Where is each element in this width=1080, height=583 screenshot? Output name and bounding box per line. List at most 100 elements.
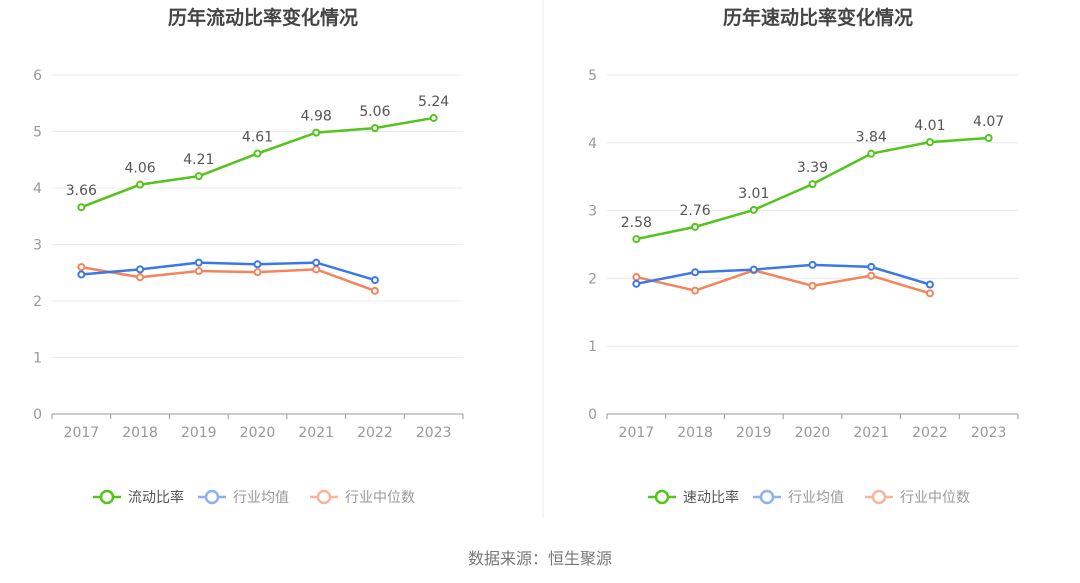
legend-item-2[interactable]: 行业中位数 [865,489,970,506]
data-point[interactable] [925,289,934,298]
chart-title: 历年流动比率变化情况 [168,6,358,29]
legend-label: 行业中位数 [900,490,970,506]
x-tick-label: 2020 [240,425,276,441]
legend-circle-icon [99,489,115,505]
data-point[interactable] [867,271,876,280]
y-tick-label: 3 [588,204,597,220]
x-tick-label: 2018 [677,425,713,441]
data-label: 2.58 [621,215,652,231]
series-line-1 [81,261,376,282]
x-tick-label: 2023 [971,425,1007,441]
data-point[interactable] [749,265,758,274]
series-line-0 [636,136,989,241]
data-point[interactable] [136,273,145,282]
y-tick-label: 0 [33,407,42,423]
data-point[interactable] [370,124,379,133]
data-point[interactable] [312,258,321,267]
data-point[interactable] [749,205,758,214]
y-tick-label: 2 [588,271,597,287]
y-tick-label: 4 [33,181,42,197]
legend-label: 行业均值 [233,490,289,506]
data-point[interactable] [925,138,934,147]
legend-circle-icon [759,489,775,505]
data-point[interactable] [691,222,700,231]
data-label: 4.01 [914,118,945,134]
x-tick-label: 2019 [736,425,772,441]
legend-item-0[interactable]: 流动比率 [93,489,184,506]
y-tick-label: 5 [33,125,42,141]
data-point[interactable] [691,286,700,295]
chart-2: 历年速动比率变化情况 0 1 2 3 4 5 2017 2018 2019 2020 2021 2022… [588,6,1019,506]
data-point[interactable] [77,270,86,279]
data-point[interactable] [867,149,876,158]
y-tick-label: 2 [33,294,42,310]
x-tick-label: 2018 [122,425,158,441]
data-label: 3.66 [66,183,97,199]
series-line-2 [81,265,376,293]
data-point[interactable] [632,235,641,244]
data-point[interactable] [370,276,379,285]
data-point[interactable] [429,113,438,122]
data-label: 3.39 [797,160,828,176]
data-point[interactable] [691,268,700,277]
y-tick-label: 1 [588,339,597,355]
data-point[interactable] [253,149,262,158]
data-point[interactable] [253,268,262,277]
data-point[interactable] [925,280,934,289]
x-tick-label: 2021 [853,425,889,441]
legend-item-0[interactable]: 速动比率 [648,489,739,506]
y-tick-label: 0 [588,407,597,423]
x-tick-label: 2020 [795,425,831,441]
data-point[interactable] [867,262,876,271]
data-point[interactable] [136,180,145,189]
legend-label: 流动比率 [128,489,184,506]
y-tick-label: 1 [33,351,42,367]
data-point[interactable] [370,286,379,295]
data-point[interactable] [194,258,203,267]
data-point[interactable] [194,267,203,276]
data-point[interactable] [632,279,641,288]
data-label: 3.01 [738,186,769,202]
data-point[interactable] [253,260,262,269]
data-point[interactable] [77,203,86,212]
data-label: 2.76 [679,203,710,219]
chart-1: 历年流动比率变化情况 0 1 2 3 4 5 6 2017 2018 2019 2020 2021 202… [33,6,464,506]
x-tick-label: 2019 [181,425,217,441]
x-tick-label: 2017 [64,425,100,441]
legend-item-2[interactable]: 行业中位数 [310,489,415,506]
y-tick-label: 6 [33,68,42,84]
data-point[interactable] [136,265,145,274]
series-line-2 [636,268,931,295]
x-tick-label: 2023 [416,425,452,441]
data-point[interactable] [808,260,817,269]
data-point[interactable] [632,273,641,282]
data-label: 3.84 [856,130,887,146]
data-point[interactable] [77,263,86,272]
data-label: 4.06 [124,161,155,177]
data-point[interactable] [808,180,817,189]
data-label: 4.61 [242,130,273,146]
chart-title: 历年速动比率变化情况 [723,6,913,29]
legend-item-1[interactable]: 行业均值 [198,489,289,506]
x-tick-label: 2022 [912,425,948,441]
data-point[interactable] [808,281,817,290]
y-tick-label: 3 [33,238,42,254]
legend-circle-icon [871,489,887,505]
data-label: 4.21 [183,152,214,168]
data-point[interactable] [312,265,321,274]
data-point[interactable] [312,128,321,137]
data-point[interactable] [194,172,203,181]
data-label: 4.98 [301,109,332,125]
source-text: 数据来源：恒生聚源 [468,549,612,568]
legend-label: 行业中位数 [345,490,415,506]
legend-circle-icon [204,489,220,505]
x-tick-label: 2017 [619,425,655,441]
data-label: 5.24 [418,94,449,110]
legend-label: 速动比率 [683,489,739,506]
legend-label: 行业均值 [788,490,844,506]
x-tick-label: 2021 [298,425,334,441]
legend-item-1[interactable]: 行业均值 [753,489,844,506]
data-point[interactable] [984,134,993,143]
series-line-1 [636,263,931,286]
